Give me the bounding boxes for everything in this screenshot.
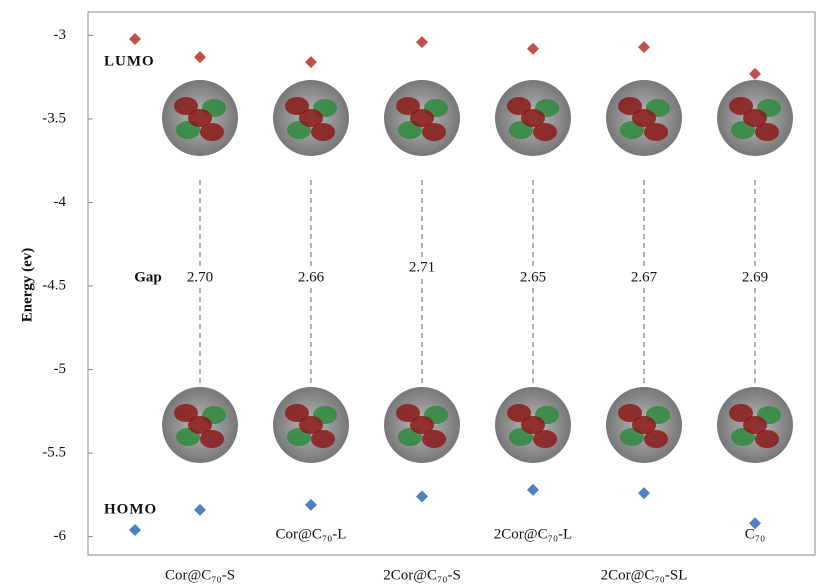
- category-label: 2Cor@C₇₀-L: [494, 526, 572, 542]
- category-label: 2Cor@C₇₀-S: [383, 567, 461, 583]
- y-axis-label: Energy (ev): [19, 248, 35, 323]
- category-label: Cor@C₇₀-S: [165, 567, 235, 583]
- orbital-lobe: [188, 109, 212, 127]
- legend-label: HOMO: [104, 501, 157, 517]
- orbital-lobe: [632, 109, 656, 127]
- y-tick-label: -5.5: [42, 445, 66, 461]
- marker: [194, 504, 206, 516]
- y-tick-label: -4: [54, 194, 67, 210]
- orbital-lobe: [521, 109, 545, 127]
- y-tick-label: -5: [54, 361, 67, 377]
- orbital-lobe: [188, 416, 212, 434]
- y-tick-label: -4.5: [42, 277, 66, 293]
- category-label: Cor@C₇₀-L: [276, 526, 347, 542]
- marker: [638, 487, 650, 499]
- marker: [527, 43, 539, 55]
- category-label: 2Cor@C₇₀-SL: [601, 567, 688, 583]
- gap-value-label: 2.66: [298, 269, 325, 285]
- page: {"chart_data": {"type": "energy-level", …: [0, 0, 829, 585]
- marker: [749, 68, 761, 80]
- orbital-lobe: [632, 416, 656, 434]
- y-tick-label: -3: [54, 27, 67, 43]
- gap-value-label: 2.69: [742, 269, 768, 285]
- gap-value-label: 2.71: [409, 259, 435, 275]
- gap-value-label: 2.65: [520, 269, 546, 285]
- orbital-lobe: [410, 416, 434, 434]
- y-tick-label: -3.5: [42, 110, 66, 126]
- marker: [305, 499, 317, 511]
- orbital-lobe: [743, 416, 767, 434]
- marker: [638, 41, 650, 53]
- marker: [194, 51, 206, 63]
- orbital-lobe: [521, 416, 545, 434]
- orbital-lobe: [743, 109, 767, 127]
- gap-value-label: 2.67: [631, 269, 658, 285]
- marker: [416, 491, 428, 503]
- legend-label: LUMO: [104, 53, 155, 69]
- orbital-lobe: [299, 109, 323, 127]
- orbital-lobe: [410, 109, 434, 127]
- orbital-lobe: [299, 416, 323, 434]
- marker: [305, 56, 317, 68]
- gap-name: Gap: [134, 269, 162, 285]
- chart: Energy (ev) -3 -3.5 -4 -4.5 -5 -5.5 -6 Cor@C₇₀-…: [0, 0, 829, 585]
- marker: [527, 484, 539, 496]
- gap-value-label: 2.70: [187, 269, 213, 285]
- marker: [129, 33, 141, 45]
- marker: [416, 36, 428, 48]
- y-tick-label: -6: [54, 528, 67, 544]
- marker: [129, 524, 141, 536]
